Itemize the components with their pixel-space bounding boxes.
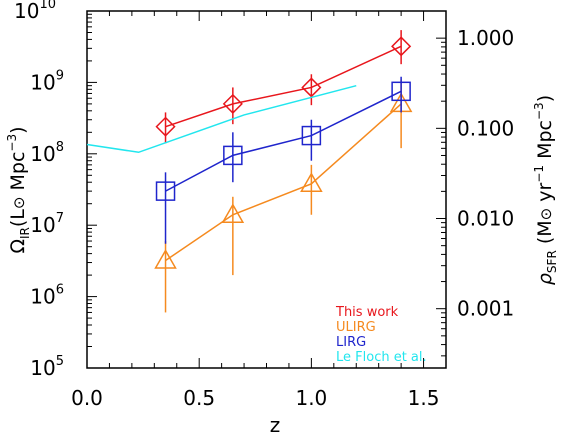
y-right-tick-label: 0.001 — [457, 297, 514, 321]
y-right-tick-label: 0.100 — [457, 116, 514, 140]
series-ulirg — [154, 79, 413, 313]
legend-item: LIRG — [336, 335, 366, 350]
series-lirg — [155, 76, 411, 244]
series-line — [165, 90, 402, 192]
y-left-tick-label: 107 — [30, 211, 64, 237]
data-point-diamond — [155, 116, 176, 137]
series-layer — [86, 30, 413, 313]
x-axis-label: z — [270, 413, 281, 436]
data-point-diamond — [222, 93, 243, 114]
data-point-square — [155, 181, 176, 201]
y-right-tick-label: 0.010 — [457, 207, 514, 231]
legend-item: Le Floch et al. — [336, 350, 427, 365]
legend-item: ULIRG — [336, 320, 376, 335]
series-line — [86, 84, 357, 154]
y-left-tick-label: 105 — [30, 354, 64, 380]
y-axis-right-label: ρSFR (M⊙ yr−1 Mpc−3) — [532, 95, 559, 285]
data-point-diamond — [391, 36, 412, 57]
x-tick-label: 1.5 — [408, 386, 440, 410]
data-point-diamond — [301, 77, 322, 98]
data-point-triangle — [154, 249, 177, 269]
data-point-square — [391, 81, 411, 102]
y-left-tick-label: 106 — [30, 283, 64, 309]
y-right-tick-label: 1.000 — [457, 26, 514, 50]
series-line — [165, 45, 402, 128]
data-point-triangle — [300, 172, 323, 193]
axis-ticks: 0.0 0.5 1.0 1.5 105 106 107 108 109 1010 0.001 0.01… — [14, 0, 514, 410]
series-this-work — [155, 30, 412, 144]
y-axis-left-label: ΩIR(L⊙ Mpc−3) — [5, 126, 32, 253]
y-left-tick-label: 108 — [30, 140, 64, 166]
series-line — [165, 103, 402, 262]
y-left-tick-label: 1010 — [14, 0, 56, 23]
x-tick-label: 0.0 — [71, 386, 103, 410]
data-point-square — [301, 125, 322, 146]
y-left-tick-label: 109 — [30, 68, 64, 94]
x-tick-label: 0.5 — [183, 386, 215, 410]
x-tick-label: 1.0 — [295, 386, 327, 410]
series-le-floch-et-al- — [86, 84, 357, 154]
data-point-triangle — [221, 203, 245, 224]
legend-item: This work — [335, 305, 399, 320]
data-point-square — [223, 145, 243, 166]
